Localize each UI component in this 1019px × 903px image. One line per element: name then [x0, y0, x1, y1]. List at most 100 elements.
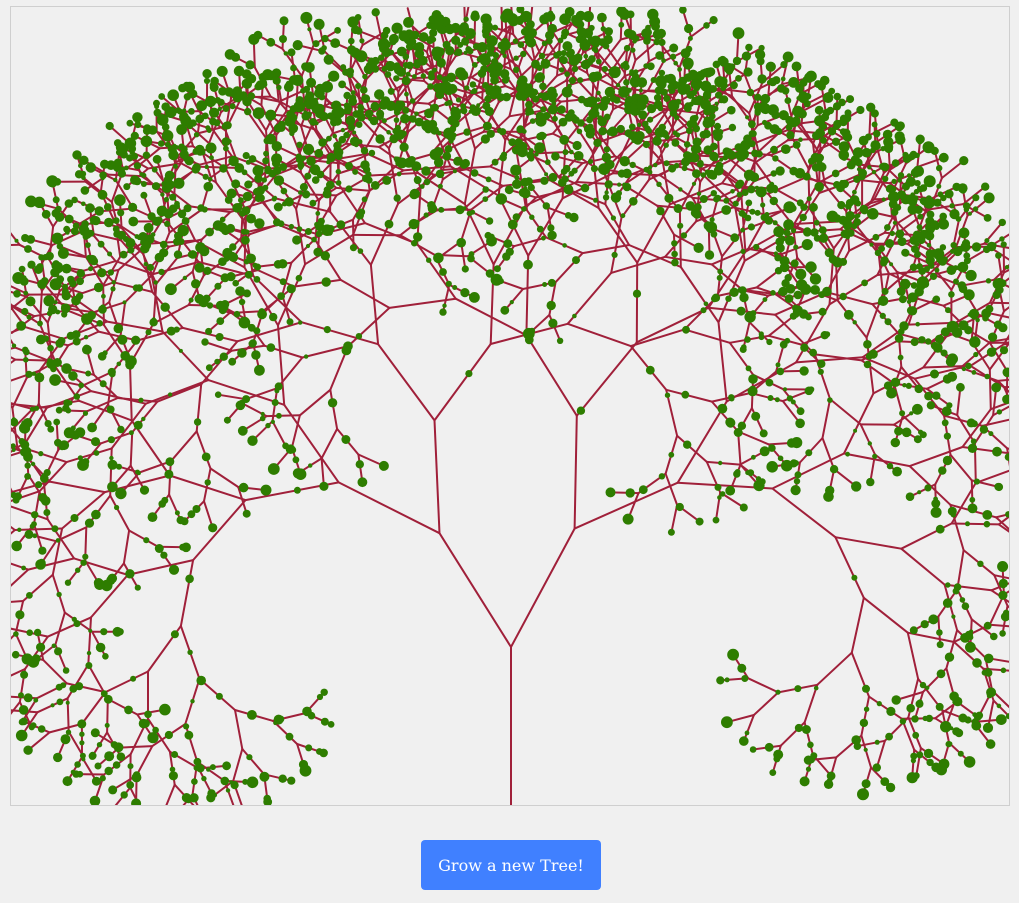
tree-leaf — [720, 95, 729, 104]
tree-branch — [314, 239, 342, 281]
tree-leaf — [954, 728, 964, 738]
tree-leaf — [219, 164, 228, 173]
tree-leaf — [564, 71, 570, 77]
tree-leaf — [963, 756, 976, 768]
tree-leaf — [719, 491, 726, 497]
tree-leaf — [107, 481, 118, 493]
tree-leaf — [569, 212, 579, 223]
tree-leaf — [704, 250, 715, 260]
tree-leaf — [99, 775, 106, 782]
tree-leaf — [643, 63, 649, 69]
tree-leaf — [867, 441, 872, 446]
tree-leaf — [898, 295, 907, 304]
tree-leaf — [814, 105, 824, 115]
tree-leaf — [23, 693, 33, 703]
tree-leaf — [450, 107, 462, 118]
tree-leaf — [172, 143, 177, 149]
tree-leaf — [124, 165, 129, 171]
grow-tree-button[interactable]: Grow a new Tree! — [421, 840, 601, 890]
tree-leaf — [680, 232, 688, 239]
tree-leaf — [918, 336, 926, 344]
tree-branch — [518, 54, 545, 79]
tree-leaf — [31, 371, 37, 376]
tree-leaf — [610, 192, 622, 203]
tree-leaf — [217, 98, 225, 106]
tree-leaf — [808, 157, 816, 165]
tree-leaf — [967, 503, 978, 514]
tree-leaf — [914, 384, 924, 394]
tree-branch — [45, 390, 92, 409]
tree-branch — [856, 739, 886, 748]
tree-branch — [108, 269, 120, 304]
tree-leaf — [188, 89, 198, 99]
tree-leaf — [487, 44, 495, 53]
tree-leaf — [271, 153, 283, 165]
tree-leaf — [764, 742, 774, 752]
tree-leaf — [283, 51, 288, 56]
tree-branch — [24, 326, 65, 340]
tree-leaf — [141, 416, 146, 422]
tree-leaf — [237, 425, 248, 436]
tree-leaf — [426, 257, 432, 263]
tree-leaf — [18, 438, 26, 445]
tree-leaf — [418, 32, 429, 42]
tree-leaf — [164, 730, 173, 740]
tree-leaf — [837, 201, 846, 210]
tree-leaf — [1000, 241, 1007, 248]
tree-branch — [875, 739, 886, 769]
tree-branch — [929, 262, 953, 291]
tree-leaf — [535, 72, 545, 82]
tree-leaf — [190, 699, 195, 704]
tree-leaf — [652, 136, 662, 146]
tree-leaf — [586, 28, 593, 35]
tree-leaf — [414, 59, 419, 65]
tree-branch — [604, 44, 626, 74]
tree-leaf — [191, 778, 198, 785]
tree-leaf — [65, 700, 70, 705]
tree-leaf — [292, 456, 300, 464]
tree-leaf — [986, 347, 997, 357]
tree-branch — [737, 430, 770, 446]
tree-leaf — [251, 350, 261, 360]
tree-leaf — [872, 763, 881, 772]
tree-leaf — [852, 189, 857, 195]
tree-leaf — [477, 42, 488, 53]
tree-leaf — [396, 171, 402, 177]
tree-leaf — [227, 139, 232, 144]
tree-leaf — [296, 155, 305, 164]
tree-leaf — [751, 454, 756, 460]
tree-leaf — [460, 288, 470, 298]
tree-leaf — [658, 69, 666, 77]
tree-leaf — [737, 421, 747, 430]
tree-leaf — [831, 169, 840, 178]
tree-leaf — [309, 118, 317, 126]
tree-leaf — [105, 121, 114, 131]
tree-leaf — [912, 195, 919, 202]
tree-leaf — [915, 134, 925, 144]
tree-leaf — [739, 346, 747, 353]
tree-leaf — [671, 139, 680, 147]
tree-leaf — [558, 55, 567, 64]
tree-leaf — [449, 74, 455, 80]
tree-leaf — [692, 114, 699, 121]
tree-leaf — [616, 83, 621, 88]
tree-branch — [988, 341, 1009, 344]
tree-leaf — [103, 694, 113, 704]
tree-leaf — [755, 150, 763, 158]
tree-leaf — [925, 231, 935, 241]
tree-leaf — [560, 50, 567, 57]
tree-leaf — [489, 39, 495, 46]
tree-leaf — [872, 453, 878, 459]
tree-leaf — [376, 112, 384, 121]
tree-leaf — [308, 463, 313, 468]
tree-leaf — [598, 127, 607, 136]
tree-leaf — [51, 208, 61, 218]
tree-leaf — [946, 320, 959, 333]
tree-leaf — [61, 263, 72, 274]
tree-leaf — [871, 169, 877, 175]
tree-leaf — [683, 104, 692, 113]
tree-leaf — [839, 292, 847, 301]
tree-leaf — [628, 123, 636, 131]
tree-leaf — [38, 546, 47, 555]
tree-branch — [690, 19, 715, 38]
